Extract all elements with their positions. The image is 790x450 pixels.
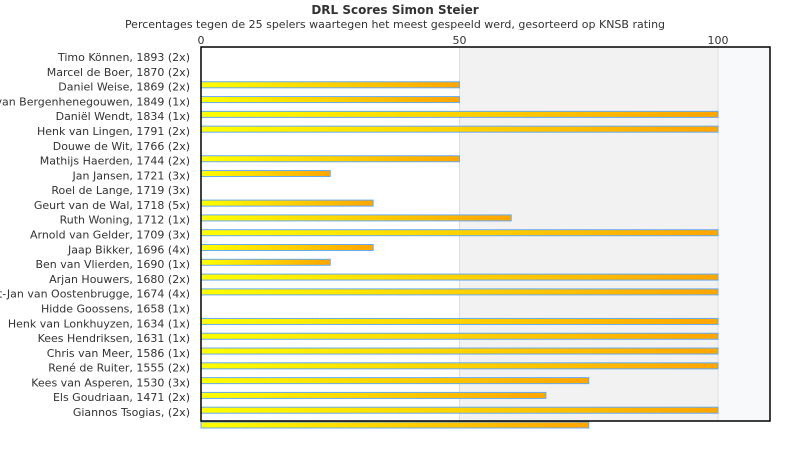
bar [200, 391, 547, 399]
chart-title: DRL Scores Simon Steier [311, 3, 478, 17]
category-label: Daniël Wendt, 1834 (1x) [56, 110, 190, 123]
bar [200, 362, 719, 370]
bar [200, 81, 460, 89]
category-label: Kees van Asperen, 1530 (3x) [31, 376, 190, 389]
bar [200, 199, 374, 207]
bar [200, 155, 460, 163]
category-label: Els Goudriaan, 1471 (2x) [53, 391, 190, 404]
plot-frame [200, 46, 771, 422]
category-label: Marcel de Boer, 1870 (2x) [47, 66, 190, 79]
bar [200, 317, 719, 325]
category-label: Douwe de Wit, 1766 (2x) [53, 140, 190, 153]
category-label: Giannos Tsogias, (2x) [73, 406, 190, 419]
category-label: van Bergenhenegouwen, 1849 (1x) [0, 95, 190, 108]
bar [200, 125, 719, 133]
category-label: Henk van Lonkhuyzen, 1634 (1x) [8, 317, 190, 330]
category-label: Jaap Bikker, 1696 (4x) [67, 243, 190, 256]
bar [200, 96, 460, 104]
x-tick-label: 100 [708, 34, 729, 47]
category-label: Kees Hendriksen, 1631 (1x) [38, 332, 190, 345]
category-label: Daniel Weise, 1869 (2x) [58, 81, 190, 94]
bar [200, 406, 719, 414]
category-label: Roel de Lange, 1719 (3x) [51, 184, 190, 197]
category-label: René de Ruiter, 1555 (2x) [48, 362, 190, 375]
bar [200, 421, 590, 429]
bar [200, 229, 719, 237]
x-tick-label: 50 [453, 34, 467, 47]
bar [200, 214, 512, 222]
category-label: Geurt van de Wal, 1718 (5x) [34, 199, 190, 212]
category-label: Chris van Meer, 1586 (1x) [47, 347, 190, 360]
bar [200, 332, 719, 340]
chart-subtitle: Percentages tegen de 25 spelers waartege… [125, 18, 665, 31]
category-label: Ruth Woning, 1712 (1x) [60, 214, 190, 227]
bar [200, 377, 590, 385]
bar [200, 244, 374, 251]
category-label: Ben van Vlierden, 1690 (1x) [35, 258, 190, 271]
bar [200, 288, 719, 296]
category-label: Timo Können, 1893 (2x) [57, 51, 190, 64]
bar [200, 273, 719, 281]
category-label: Mathijs Haerden, 1744 (2x) [40, 155, 190, 168]
category-label: Jan Jansen, 1721 (3x) [72, 169, 190, 182]
category-label: Arnold van Gelder, 1709 (3x) [30, 229, 190, 242]
category-label: Arjan Houwers, 1680 (2x) [49, 273, 190, 286]
bar [200, 258, 331, 266]
x-tick-label: 0 [198, 34, 205, 47]
category-label: t-Jan van Oostenbrugge, 1674 (4x) [0, 288, 190, 301]
bar [200, 347, 719, 355]
band-100-plus [718, 47, 770, 421]
bar [200, 170, 331, 178]
bar [200, 110, 719, 118]
category-label: Hidde Goossens, 1658 (1x) [41, 302, 190, 315]
category-label: Henk van Lingen, 1791 (2x) [37, 125, 190, 138]
